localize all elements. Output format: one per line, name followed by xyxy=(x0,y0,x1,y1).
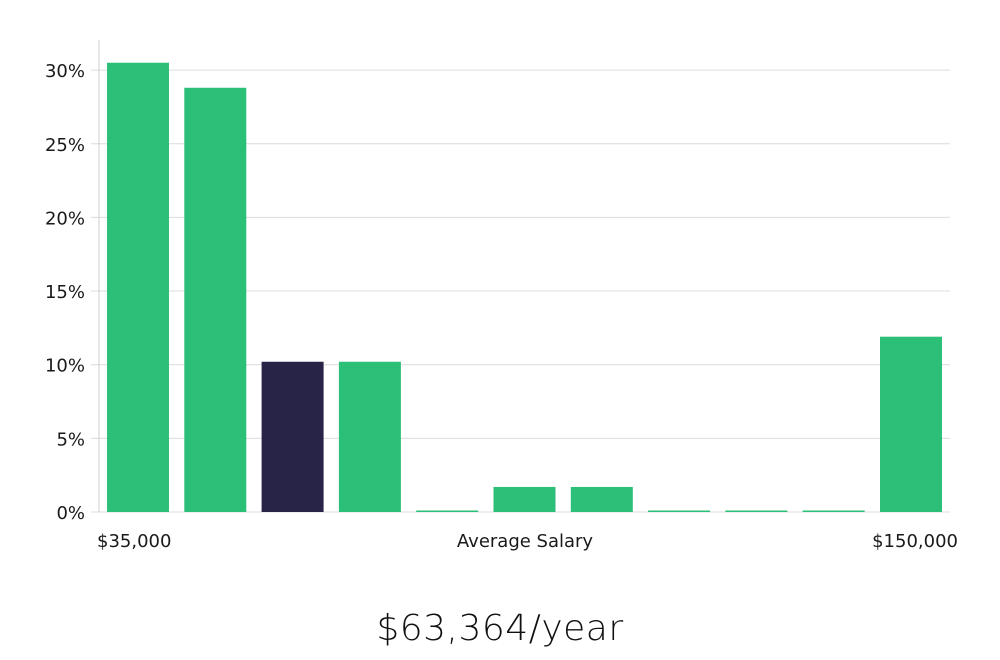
y-tick-label: 5% xyxy=(56,429,85,450)
bar[interactable] xyxy=(338,361,401,512)
bar[interactable] xyxy=(107,62,169,513)
bar[interactable] xyxy=(184,87,247,512)
bars xyxy=(107,62,942,513)
bar[interactable] xyxy=(802,510,865,513)
bar-highlighted[interactable] xyxy=(261,361,324,512)
x-label-max: $150,000 xyxy=(872,531,958,552)
y-tick-label: 30% xyxy=(45,61,85,82)
bar[interactable] xyxy=(880,336,942,512)
y-tick-label: 15% xyxy=(45,282,85,303)
y-tick-label: 20% xyxy=(45,208,85,229)
bar[interactable] xyxy=(493,486,556,512)
bar[interactable] xyxy=(416,510,479,513)
y-axis-ticks: 0% 5% 10% 15% 20% 25% 30% xyxy=(45,61,85,524)
bar[interactable] xyxy=(648,510,711,513)
average-salary-value: $63,364/year xyxy=(376,608,624,649)
y-tick-label: 10% xyxy=(45,356,85,377)
y-tick-label: 25% xyxy=(45,135,85,156)
x-label-min: $35,000 xyxy=(97,531,171,552)
salary-distribution-chart: 0% 5% 10% 15% 20% 25% 30% $35,000 Average Sala… xyxy=(45,40,958,552)
bar[interactable] xyxy=(725,510,788,513)
bar[interactable] xyxy=(570,486,633,512)
x-axis-title: Average Salary xyxy=(457,531,594,552)
y-tick-label: 0% xyxy=(56,503,85,524)
